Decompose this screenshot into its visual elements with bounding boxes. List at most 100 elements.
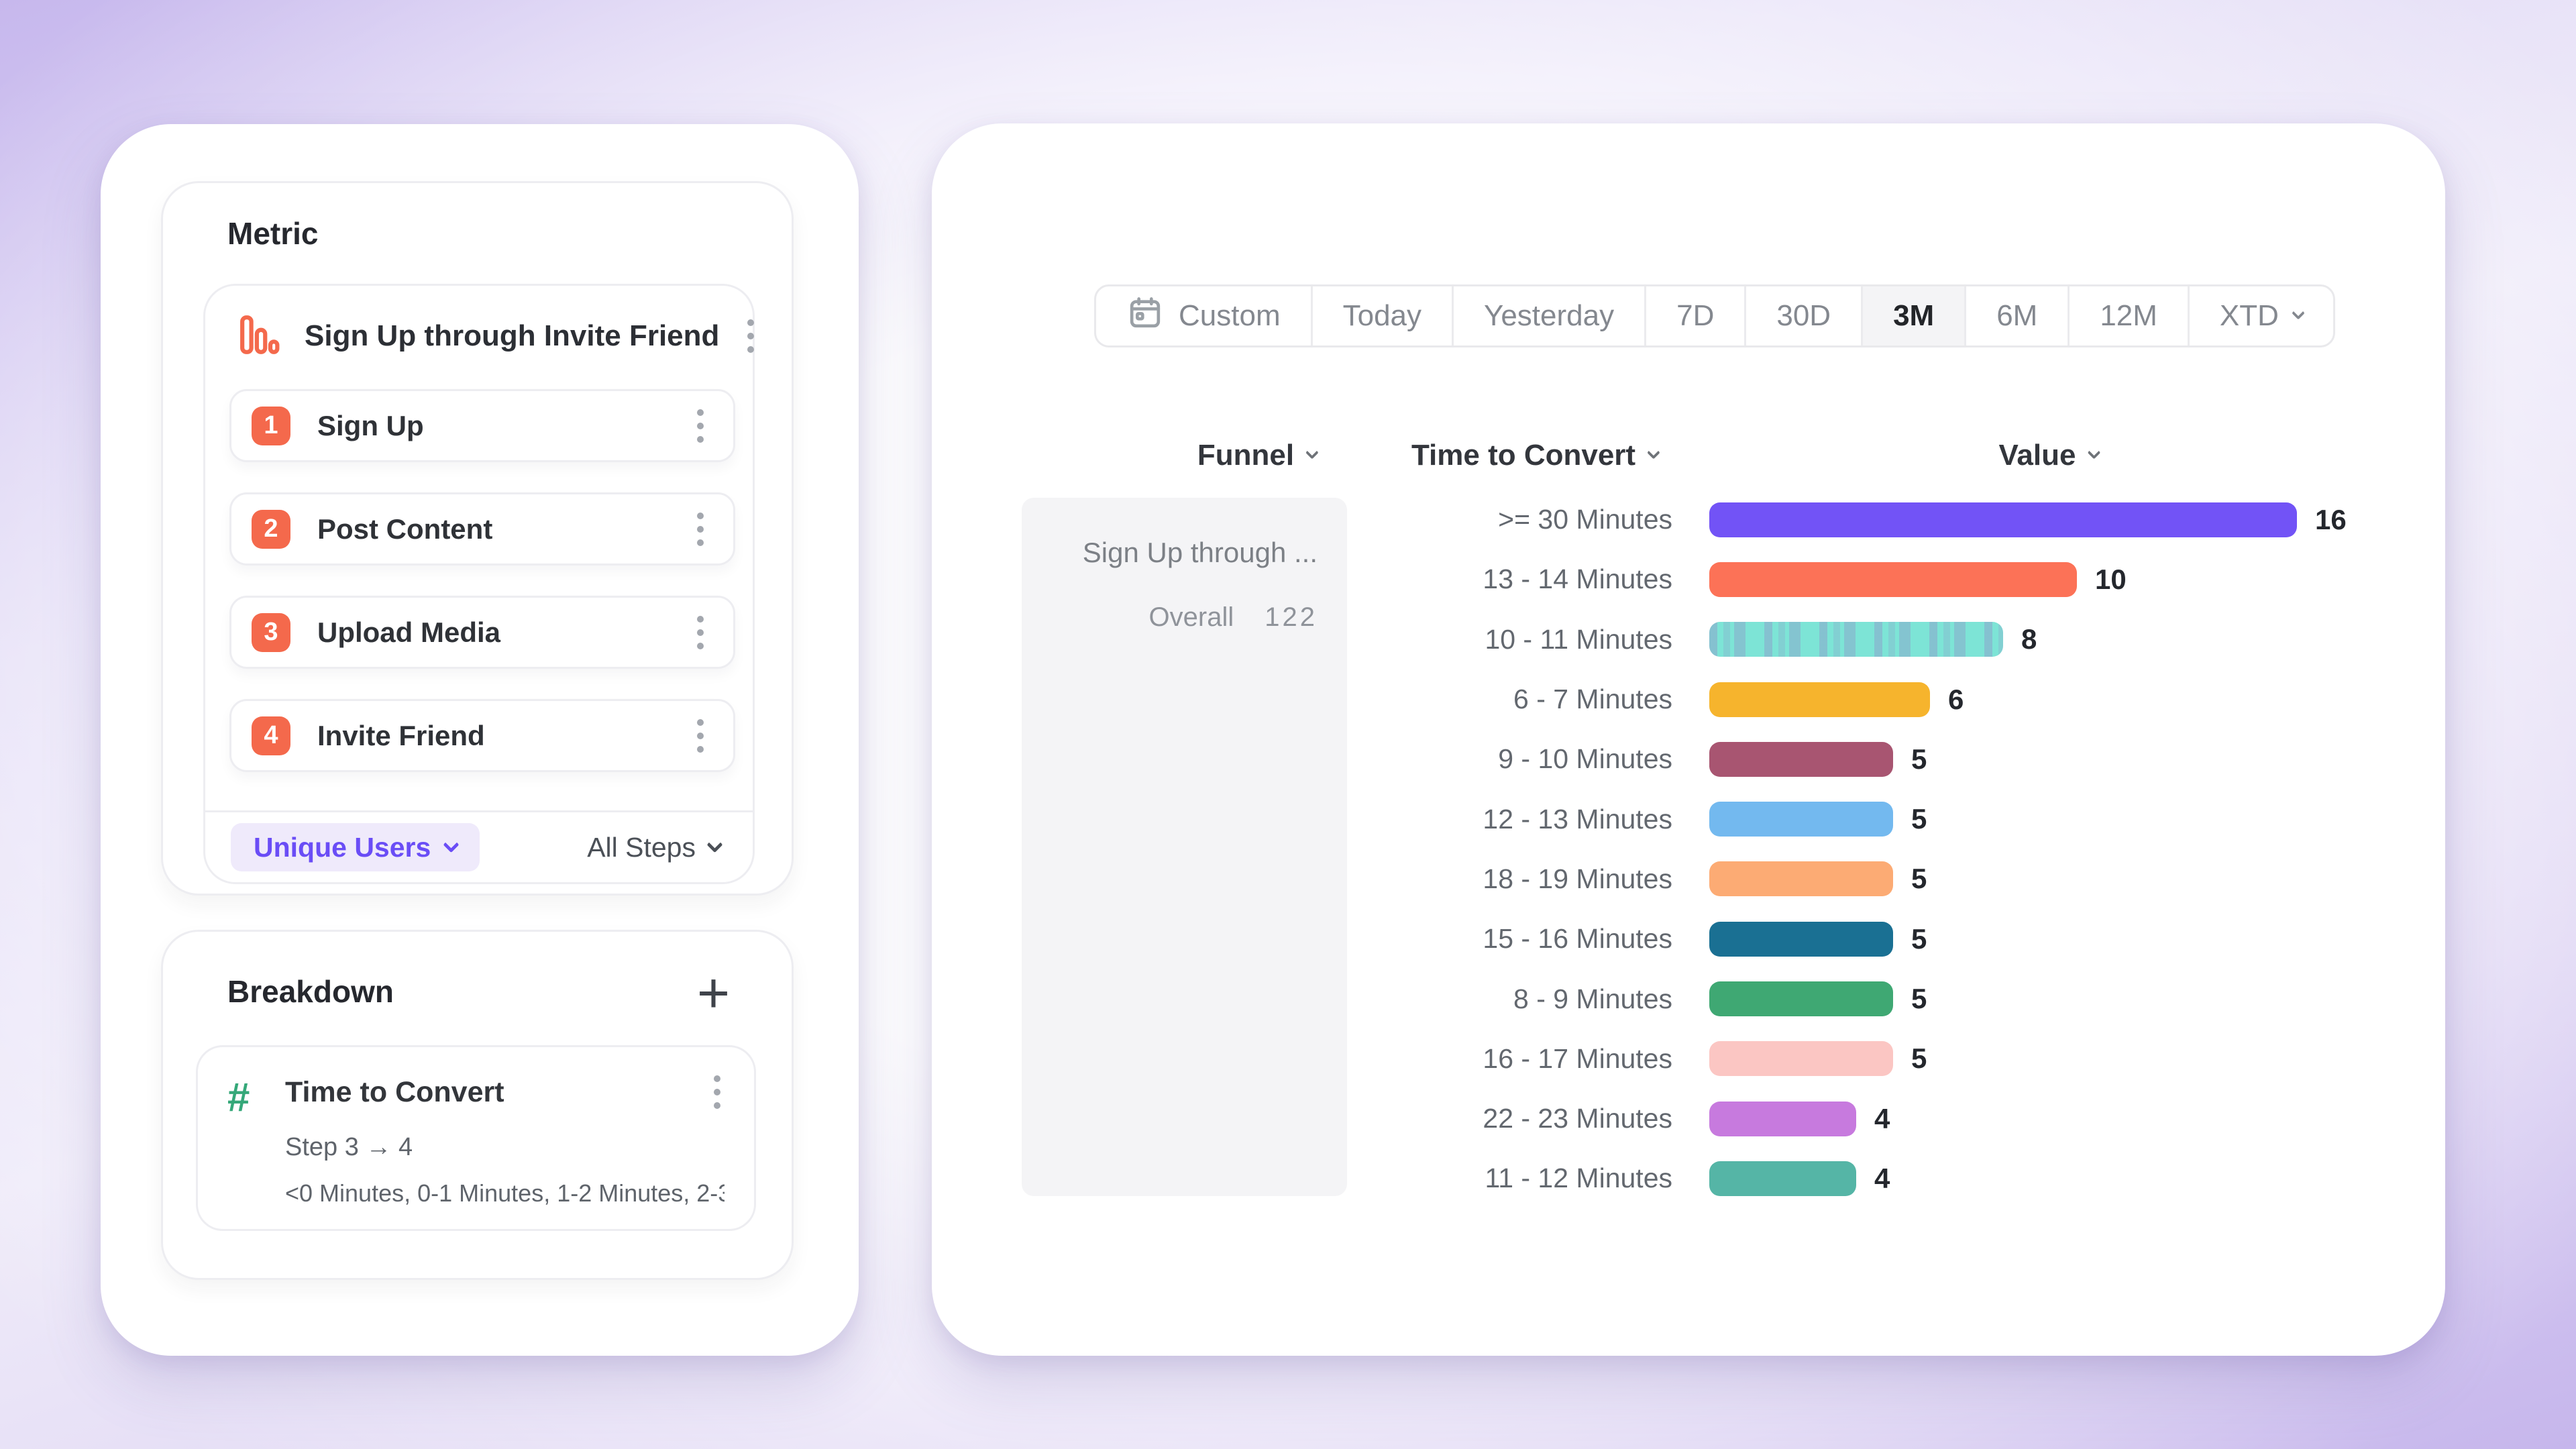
kebab-menu-icon[interactable] <box>693 612 708 653</box>
metric-section-card: Metric Sign Up through Invite Friend 1 Si… <box>161 181 794 896</box>
funnel-step-row[interactable]: 3 Upload Media <box>229 596 735 669</box>
date-range-30d[interactable]: 30D <box>1744 286 1861 345</box>
funnel-step-row[interactable]: 1 Sign Up <box>229 389 735 462</box>
query-builder-panel: Metric Sign Up through Invite Friend 1 Si… <box>101 124 859 1356</box>
overall-label: Overall <box>1148 602 1234 632</box>
kebab-menu-icon[interactable] <box>693 508 708 550</box>
breakdown-property-card[interactable]: # Time to Convert Step 3 → 4 <0 Minutes,… <box>196 1045 756 1231</box>
value-bar[interactable] <box>1709 502 2297 537</box>
step-label: Post Content <box>317 513 493 545</box>
step-label: Sign Up <box>317 409 424 441</box>
measurement-dropdown[interactable]: Unique Users <box>231 823 480 871</box>
bar-value: 5 <box>1911 922 1927 955</box>
bar-chart-icon <box>239 314 280 359</box>
funnel-column-label: Funnel <box>1197 439 1295 472</box>
value-bar[interactable] <box>1709 861 1893 897</box>
date-range-label: 6M <box>1996 299 2038 332</box>
funnel-definition-card: Sign Up through Invite Friend 1 Sign Up 2 P… <box>203 284 755 884</box>
kebab-menu-icon[interactable] <box>710 1071 724 1113</box>
funnel-step-row[interactable]: 2 Post Content <box>229 492 735 566</box>
report-panel: Custom Today Yesterday 7D 30D 3M 6M 12M XTD Funn… <box>932 123 2445 1356</box>
date-range-6m[interactable]: 6M <box>1964 286 2068 345</box>
bucket-label: 8 - 9 Minutes <box>1513 983 1672 1014</box>
table-row: 22 - 23 Minutes 4 <box>932 1089 2445 1148</box>
bucket-label: 10 - 11 Minutes <box>1485 623 1672 655</box>
date-range-label: Custom <box>1179 299 1281 332</box>
bar-value: 8 <box>2021 623 2037 655</box>
chevron-down-icon <box>443 836 460 853</box>
bar-value: 4 <box>1874 1162 1890 1194</box>
bucket-label: 11 - 12 Minutes <box>1485 1163 1672 1194</box>
value-bar[interactable] <box>1709 1161 1856 1196</box>
table-row: 8 - 9 Minutes 5 <box>932 969 2445 1028</box>
date-range-label: XTD <box>2219 299 2279 332</box>
bar-value: 5 <box>1911 1042 1927 1075</box>
bar-value: 16 <box>2315 503 2347 535</box>
value-bar[interactable] <box>1709 1041 1893 1077</box>
bucket-label: 6 - 7 Minutes <box>1513 684 1672 715</box>
bucket-label: 9 - 10 Minutes <box>1498 743 1672 775</box>
funnel-cell-overall: Overall 122 <box>1051 602 1318 633</box>
date-range-custom[interactable]: Custom <box>1096 286 1311 345</box>
funnel-cell[interactable]: Sign Up through ... Overall 122 <box>1022 498 1347 1196</box>
date-range-3m[interactable]: 3M <box>1861 286 1965 345</box>
table-row: 10 - 11 Minutes 8 <box>932 610 2445 669</box>
funnel-name: Sign Up through Invite Friend <box>305 319 720 352</box>
value-bar[interactable] <box>1709 1101 1856 1136</box>
value-bar[interactable] <box>1709 921 1893 957</box>
date-range-yesterday[interactable]: Yesterday <box>1452 286 1644 345</box>
value-bar[interactable] <box>1709 561 2077 597</box>
table-row: 9 - 10 Minutes 5 <box>932 729 2445 789</box>
funnel-column-header[interactable]: Funnel <box>1197 439 1320 472</box>
date-range-label: 12M <box>2100 299 2157 332</box>
date-range-label: 30D <box>1776 299 1831 332</box>
bucket-label: 16 - 17 Minutes <box>1483 1042 1672 1074</box>
bar-value: 5 <box>1911 743 1927 775</box>
bar-value: 10 <box>2095 563 2127 595</box>
date-range-xtd[interactable]: XTD <box>2187 286 2333 345</box>
overall-value: 122 <box>1265 602 1318 632</box>
funnel-step-row[interactable]: 4 Invite Friend <box>229 699 735 772</box>
breakdown-buckets: <0 Minutes, 0-1 Minutes, 1-2 Minutes, 2-… <box>285 1179 724 1207</box>
add-breakdown-button[interactable]: + <box>696 961 730 1024</box>
kebab-menu-icon[interactable] <box>693 715 708 757</box>
step-label: Upload Media <box>317 616 501 648</box>
value-column-label: Value <box>1998 439 2076 472</box>
bar-value: 6 <box>1948 683 1964 715</box>
kebab-menu-icon[interactable] <box>693 405 708 447</box>
date-range-7d[interactable]: 7D <box>1644 286 1744 345</box>
table-row: 13 - 14 Minutes 10 <box>932 549 2445 609</box>
bar-value: 5 <box>1911 803 1927 835</box>
step-number-badge: 2 <box>252 509 290 549</box>
time-to-convert-column-header[interactable]: Time to Convert <box>1411 439 1660 472</box>
date-range-label: 7D <box>1676 299 1715 332</box>
bucket-label: 22 - 23 Minutes <box>1483 1103 1672 1134</box>
steps-filter-dropdown[interactable]: All Steps <box>587 831 723 863</box>
bucket-label: 15 - 16 Minutes <box>1483 923 1672 955</box>
steps-filter-label: All Steps <box>587 831 696 863</box>
bucket-label: 18 - 19 Minutes <box>1483 863 1672 894</box>
funnel-metric-row[interactable]: Sign Up through Invite Friend <box>205 286 755 386</box>
value-bar[interactable] <box>1709 981 1893 1017</box>
funnel-steps-list: 1 Sign Up 2 Post Content 3 Upload Media 4 Invit… <box>229 389 735 802</box>
value-bar[interactable] <box>1709 741 1893 777</box>
value-bar[interactable] <box>1709 802 1893 837</box>
breakdown-property-name: Time to Convert <box>285 1075 504 1108</box>
step-number-badge: 1 <box>252 406 290 445</box>
date-range-label: 3M <box>1893 299 1935 332</box>
bucket-label: 12 - 13 Minutes <box>1483 803 1672 835</box>
table-row: 16 - 17 Minutes 5 <box>932 1029 2445 1089</box>
chevron-down-icon <box>1647 445 1660 460</box>
date-range-today[interactable]: Today <box>1310 286 1452 345</box>
value-column-header[interactable]: Value <box>1998 439 2101 472</box>
hash-icon: # <box>227 1075 250 1120</box>
bar-chart: >= 30 Minutes 16 13 - 14 Minutes 10 10 - 11 … <box>932 490 2445 1209</box>
breakdown-section-card: Breakdown + # Time to Convert Step 3 → 4… <box>161 930 794 1280</box>
value-bar[interactable] <box>1709 622 2003 657</box>
bar-value: 4 <box>1874 1102 1890 1134</box>
value-bar[interactable] <box>1709 682 1930 717</box>
step-label: Invite Friend <box>317 719 485 751</box>
date-range-12m[interactable]: 12M <box>2068 286 2188 345</box>
kebab-menu-icon[interactable] <box>743 315 758 357</box>
